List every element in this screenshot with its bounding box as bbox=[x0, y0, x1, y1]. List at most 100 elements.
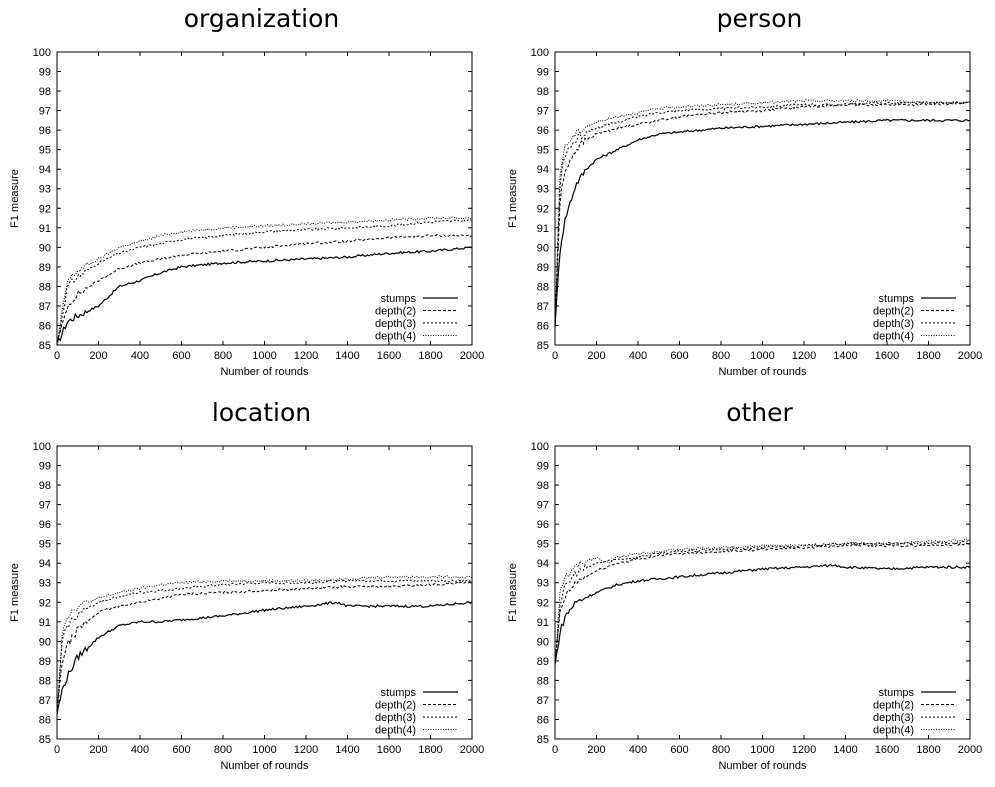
x-axis-label: Number of rounds bbox=[718, 760, 807, 772]
y-tick: 99 bbox=[537, 67, 970, 79]
y-tick: 98 bbox=[537, 86, 970, 98]
legend-label: stumps bbox=[879, 293, 915, 305]
x-tick-label: 2000 bbox=[958, 350, 982, 362]
y-tick: 91 bbox=[39, 617, 472, 629]
series-line-stumps bbox=[57, 601, 472, 715]
y-tick-label: 85 bbox=[39, 340, 51, 352]
x-tick-label: 1200 bbox=[792, 744, 816, 756]
series-line-depth4 bbox=[555, 538, 970, 666]
x-tick-label: 1000 bbox=[750, 350, 774, 362]
y-tick: 97 bbox=[537, 106, 970, 118]
x-tick: 200 bbox=[587, 446, 606, 756]
x-tick: 1600 bbox=[377, 52, 401, 362]
y-tick-label: 86 bbox=[39, 320, 51, 332]
y-tick-label: 86 bbox=[39, 714, 51, 726]
y-tick: 97 bbox=[39, 500, 472, 512]
y-tick: 89 bbox=[39, 656, 472, 668]
y-tick-label: 100 bbox=[33, 47, 51, 59]
y-tick-label: 86 bbox=[537, 714, 549, 726]
y-tick-label: 91 bbox=[537, 617, 549, 629]
y-axis-label: F1 measure bbox=[507, 169, 519, 228]
y-tick-label: 99 bbox=[39, 461, 51, 473]
x-tick-label: 1800 bbox=[916, 350, 940, 362]
y-tick: 94 bbox=[39, 558, 472, 570]
x-tick: 400 bbox=[131, 52, 149, 362]
y-tick-label: 99 bbox=[537, 67, 549, 79]
y-tick-label: 89 bbox=[39, 262, 51, 274]
y-tick: 88 bbox=[537, 281, 970, 293]
y-tick-label: 93 bbox=[537, 578, 549, 590]
x-tick-label: 1800 bbox=[418, 350, 442, 362]
y-tick: 98 bbox=[39, 86, 472, 98]
chart-title: other bbox=[726, 398, 793, 427]
x-tick-label: 1400 bbox=[335, 350, 359, 362]
y-tick: 92 bbox=[537, 597, 970, 609]
y-tick: 95 bbox=[537, 145, 970, 157]
x-tick: 400 bbox=[629, 52, 647, 362]
x-tick: 2000 bbox=[460, 52, 484, 362]
chart-svg: location 85 86 87 88 89 90 91 92 93 94 95 96 97 98 99 10… bbox=[9, 398, 484, 772]
y-tick: 89 bbox=[537, 656, 970, 668]
x-tick-label: 800 bbox=[214, 744, 232, 756]
y-tick-label: 90 bbox=[39, 242, 51, 254]
y-tick-label: 94 bbox=[537, 164, 549, 176]
x-tick-label: 1200 bbox=[294, 350, 318, 362]
x-tick-label: 600 bbox=[172, 744, 190, 756]
series-line-stumps bbox=[555, 118, 970, 329]
y-tick-label: 91 bbox=[39, 223, 51, 235]
x-tick-label: 2000 bbox=[460, 744, 484, 756]
y-tick-label: 87 bbox=[39, 301, 51, 313]
y-tick: 90 bbox=[537, 242, 970, 254]
x-tick-label: 200 bbox=[587, 744, 605, 756]
y-tick-label: 100 bbox=[531, 47, 549, 59]
x-tick-label: 600 bbox=[172, 350, 190, 362]
y-tick-label: 89 bbox=[537, 656, 549, 668]
x-tick: 800 bbox=[214, 52, 232, 362]
y-tick: 89 bbox=[39, 262, 472, 274]
y-tick-label: 87 bbox=[537, 301, 549, 313]
x-tick: 1200 bbox=[792, 446, 816, 756]
x-tick-label: 0 bbox=[54, 744, 60, 756]
y-tick: 97 bbox=[39, 106, 472, 118]
y-tick-label: 98 bbox=[39, 86, 51, 98]
series-line-depth3 bbox=[555, 101, 970, 325]
series-line-depth2 bbox=[555, 542, 970, 663]
y-tick: 99 bbox=[39, 67, 472, 79]
y-tick-label: 92 bbox=[39, 597, 51, 609]
x-tick-label: 400 bbox=[629, 350, 647, 362]
x-tick-label: 2000 bbox=[460, 350, 484, 362]
x-tick-label: 0 bbox=[552, 350, 558, 362]
y-tick-label: 94 bbox=[39, 558, 51, 570]
series-line-depth4 bbox=[555, 99, 970, 323]
series-line-depth4 bbox=[57, 216, 472, 344]
y-tick: 91 bbox=[537, 617, 970, 629]
y-tick-label: 97 bbox=[537, 500, 549, 512]
y-tick-label: 92 bbox=[39, 203, 51, 215]
x-tick: 800 bbox=[712, 52, 730, 362]
x-tick: 200 bbox=[89, 52, 108, 362]
y-tick-label: 86 bbox=[537, 320, 549, 332]
y-tick: 87 bbox=[39, 695, 472, 707]
y-tick-label: 89 bbox=[537, 262, 549, 274]
y-tick: 85 bbox=[537, 734, 970, 746]
x-tick: 200 bbox=[587, 52, 606, 362]
y-tick: 93 bbox=[39, 578, 472, 590]
x-tick: 1600 bbox=[875, 52, 899, 362]
x-tick: 0 bbox=[54, 446, 60, 756]
y-tick: 99 bbox=[39, 461, 472, 473]
y-tick-label: 88 bbox=[39, 281, 51, 293]
y-tick: 93 bbox=[537, 578, 970, 590]
x-tick-label: 1200 bbox=[792, 350, 816, 362]
x-tick: 600 bbox=[172, 52, 191, 362]
y-tick: 93 bbox=[537, 184, 970, 196]
y-tick-label: 89 bbox=[39, 656, 51, 668]
y-tick: 95 bbox=[39, 145, 472, 157]
legend-label: depth(4) bbox=[375, 725, 416, 737]
x-tick: 0 bbox=[552, 446, 558, 756]
y-tick: 96 bbox=[39, 519, 472, 531]
x-tick: 2000 bbox=[958, 52, 982, 362]
x-tick: 1600 bbox=[377, 446, 401, 756]
